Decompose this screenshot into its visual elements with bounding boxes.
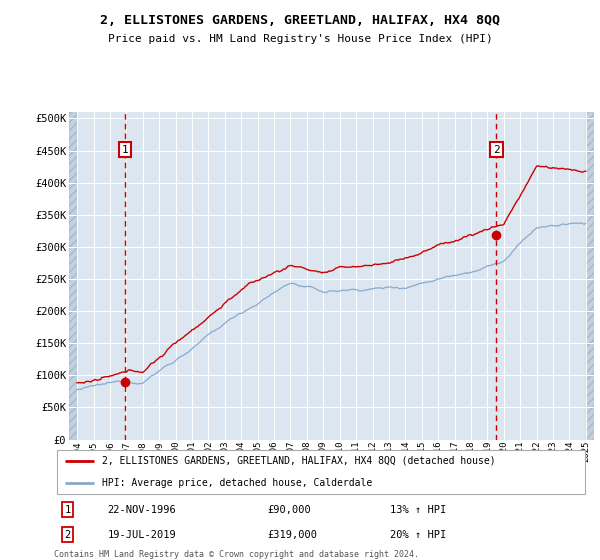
Text: £90,000: £90,000 (268, 505, 311, 515)
Text: £319,000: £319,000 (268, 530, 317, 540)
Text: 2, ELLISTONES GARDENS, GREETLAND, HALIFAX, HX4 8QQ: 2, ELLISTONES GARDENS, GREETLAND, HALIFA… (100, 14, 500, 27)
Text: 2, ELLISTONES GARDENS, GREETLAND, HALIFAX, HX4 8QQ (detached house): 2, ELLISTONES GARDENS, GREETLAND, HALIFA… (102, 456, 496, 466)
Text: Contains HM Land Registry data © Crown copyright and database right 2024.
This d: Contains HM Land Registry data © Crown c… (54, 550, 419, 560)
Text: HPI: Average price, detached house, Calderdale: HPI: Average price, detached house, Cald… (102, 478, 373, 488)
Text: 2: 2 (493, 144, 500, 155)
Text: 1: 1 (121, 144, 128, 155)
Text: 19-JUL-2019: 19-JUL-2019 (107, 530, 176, 540)
Text: 20% ↑ HPI: 20% ↑ HPI (391, 530, 446, 540)
Text: 1: 1 (64, 505, 70, 515)
FancyBboxPatch shape (56, 450, 586, 494)
Bar (586, 112, 594, 440)
Text: 22-NOV-1996: 22-NOV-1996 (107, 505, 176, 515)
Text: 13% ↑ HPI: 13% ↑ HPI (391, 505, 446, 515)
Text: 2: 2 (64, 530, 70, 540)
Text: Price paid vs. HM Land Registry's House Price Index (HPI): Price paid vs. HM Land Registry's House … (107, 34, 493, 44)
Bar (69, 112, 77, 440)
